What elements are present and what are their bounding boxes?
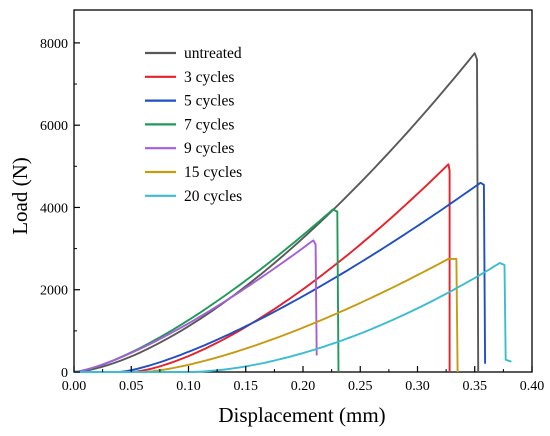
series-line-6 — [74, 262, 512, 373]
legend-label-5: 15 cycles — [184, 164, 242, 181]
x-tick-label: 0.25 — [348, 379, 373, 394]
plot-frame — [73, 9, 533, 373]
legend-label-0: untreated — [184, 45, 242, 62]
x-tick-label: 0.00 — [62, 379, 87, 394]
legend-label-6: 20 cycles — [184, 188, 242, 205]
x-tick-label: 0.15 — [234, 379, 259, 394]
x-tick-label: 0.40 — [520, 379, 545, 394]
series-layer — [73, 52, 512, 373]
series-line-2 — [74, 181, 487, 373]
legend-label-4: 9 cycles — [184, 140, 234, 157]
y-tick-label: 6000 — [40, 119, 68, 134]
series-line-5 — [74, 257, 459, 373]
x-tick-label: 0.30 — [405, 379, 430, 394]
y-tick-label: 0 — [61, 366, 68, 381]
legend-label-2: 5 cycles — [184, 93, 234, 110]
x-axis-title: Displacement (mm) — [218, 403, 385, 427]
plot-area — [73, 9, 533, 373]
series-line-0 — [73, 52, 480, 373]
y-tick-label: 2000 — [40, 284, 68, 299]
x-tick-label: 0.10 — [176, 379, 201, 394]
x-tick-label: 0.35 — [463, 379, 488, 394]
series-line-4 — [73, 239, 318, 373]
x-tick-label: 0.05 — [119, 379, 144, 394]
legend-label-1: 3 cycles — [184, 69, 234, 86]
series-line-1 — [74, 163, 451, 373]
legend: untreated 3 cycles 5 cycles 7 cycles 9 cycle… — [145, 45, 242, 205]
axes-layer: 0.00 0.05 0.10 0.15 0.20 0.25 0.30 0.35 0.40 0 200… — [40, 37, 544, 394]
x-tick-label: 0.20 — [291, 379, 316, 394]
y-tick-label: 8000 — [40, 37, 68, 52]
y-tick-label: 4000 — [40, 201, 68, 216]
y-axis-title: Load (N) — [8, 157, 32, 235]
legend-label-3: 7 cycles — [184, 116, 234, 133]
